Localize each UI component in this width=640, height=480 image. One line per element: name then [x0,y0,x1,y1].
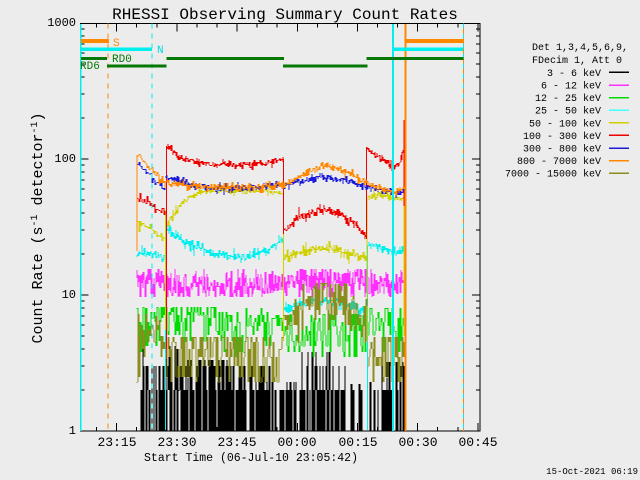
svg-text:23:45: 23:45 [217,435,256,450]
svg-text:10: 10 [62,288,76,302]
svg-text:00:00: 00:00 [277,435,316,450]
svg-text:25 - 50 keV: 25 - 50 keV [535,106,601,118]
svg-text:N: N [157,45,164,57]
svg-text:1: 1 [69,424,76,438]
svg-text:S: S [113,38,120,50]
svg-text:1000: 1000 [47,16,76,30]
svg-text:23:15: 23:15 [97,435,136,450]
svg-text:100 - 300 keV: 100 - 300 keV [523,131,601,143]
svg-text:800 - 7000 keV: 800 - 7000 keV [517,156,601,168]
svg-text:Start Time (06-Jul-10 23:05:42: Start Time (06-Jul-10 23:05:42) [144,452,358,465]
svg-text:23:30: 23:30 [157,435,196,450]
svg-text:Count Rate (s-1 detector-1): Count Rate (s-1 detector-1) [30,112,47,343]
svg-text:300 - 800 keV: 300 - 800 keV [523,144,601,156]
svg-text:6 - 12 keV: 6 - 12 keV [541,81,601,93]
svg-text:RHESSI Observing Summary Count: RHESSI Observing Summary Count Rates [112,6,458,24]
svg-text:00:45: 00:45 [458,435,497,450]
svg-text:00:30: 00:30 [398,435,437,450]
svg-text:7000 - 15000 keV: 7000 - 15000 keV [505,169,601,181]
svg-text:Det 1,3,4,5,6,9,: Det 1,3,4,5,6,9, [532,43,628,54]
svg-text:12 - 25 keV: 12 - 25 keV [535,93,601,105]
svg-text:100: 100 [54,152,76,166]
svg-text:RD0: RD0 [112,54,132,66]
svg-text:50 - 100 keV: 50 - 100 keV [529,118,601,130]
svg-text:15-Oct-2021 06:19: 15-Oct-2021 06:19 [546,467,638,477]
svg-text:RD6: RD6 [80,61,100,73]
svg-text:FDecim 1, Att 0: FDecim 1, Att 0 [532,55,622,67]
svg-text:3 - 6 keV: 3 - 6 keV [547,68,601,80]
svg-text:00:15: 00:15 [338,435,377,450]
